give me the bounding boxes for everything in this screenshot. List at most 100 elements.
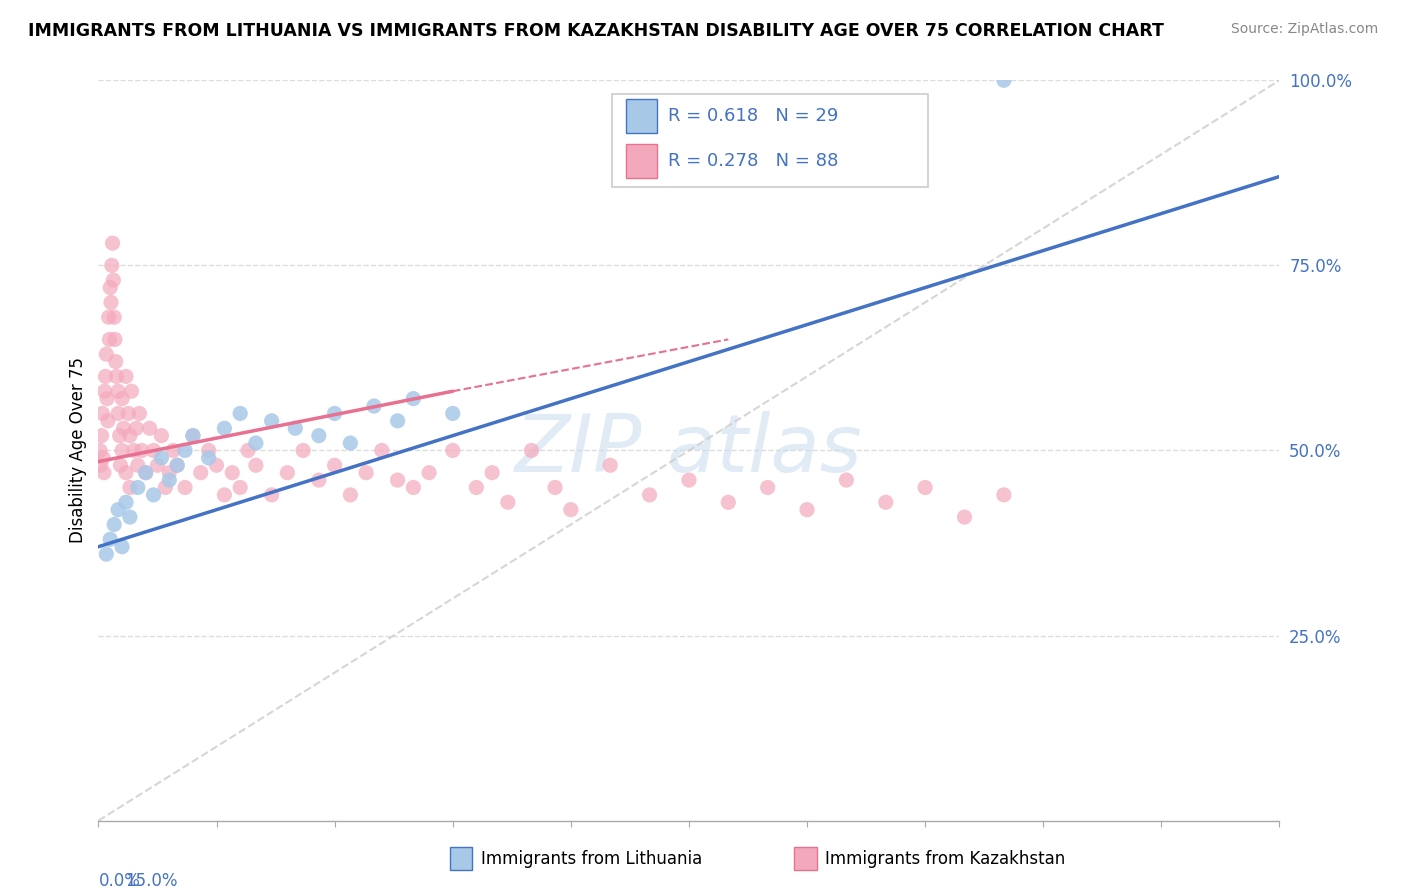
Point xyxy=(276,466,298,480)
Point xyxy=(122,443,145,458)
Point xyxy=(89,443,111,458)
Point xyxy=(717,495,740,509)
Point xyxy=(638,488,661,502)
Text: Source: ZipAtlas.com: Source: ZipAtlas.com xyxy=(1230,22,1378,37)
Point xyxy=(174,443,197,458)
Point xyxy=(101,236,124,251)
Point xyxy=(157,466,180,480)
Point xyxy=(796,502,818,516)
Point xyxy=(402,481,425,495)
Point xyxy=(111,540,134,554)
Point xyxy=(107,407,129,421)
Point xyxy=(98,533,121,547)
Point xyxy=(496,495,519,509)
Point xyxy=(91,407,114,421)
Point xyxy=(181,428,204,442)
Point xyxy=(371,443,394,458)
Point xyxy=(441,443,464,458)
Point xyxy=(100,295,122,310)
Point xyxy=(181,428,204,442)
Point xyxy=(103,310,125,325)
Point xyxy=(104,354,127,368)
Point xyxy=(260,414,283,428)
Point xyxy=(174,481,197,495)
Point xyxy=(91,450,114,465)
Point xyxy=(678,473,700,487)
Point xyxy=(993,73,1015,87)
Point xyxy=(599,458,621,473)
Point xyxy=(205,458,228,473)
Point xyxy=(131,443,153,458)
Point xyxy=(104,333,127,347)
Point xyxy=(308,473,330,487)
Point xyxy=(115,466,138,480)
Point xyxy=(214,421,236,435)
Point xyxy=(96,347,118,361)
Text: 0.0%: 0.0% xyxy=(98,872,141,890)
Point xyxy=(387,414,409,428)
Point xyxy=(363,399,385,413)
Point xyxy=(146,458,169,473)
Point xyxy=(118,428,141,442)
Point xyxy=(214,488,236,502)
Point xyxy=(101,259,124,273)
Point xyxy=(103,517,125,532)
Text: Immigrants from Kazakhstan: Immigrants from Kazakhstan xyxy=(825,850,1066,868)
Point xyxy=(835,473,858,487)
Point xyxy=(520,443,543,458)
Point xyxy=(544,481,567,495)
Point xyxy=(481,466,503,480)
Point xyxy=(157,473,180,487)
Point xyxy=(142,443,165,458)
Text: 15.0%: 15.0% xyxy=(125,872,177,890)
Point xyxy=(354,466,377,480)
Point xyxy=(323,458,346,473)
Point xyxy=(465,481,488,495)
Point xyxy=(97,310,120,325)
Point xyxy=(150,450,173,465)
Point xyxy=(98,333,121,347)
Point xyxy=(93,384,115,399)
Y-axis label: Disability Age Over 75: Disability Age Over 75 xyxy=(69,358,87,543)
Point xyxy=(138,421,160,435)
Point xyxy=(93,466,115,480)
Text: ZIP atlas: ZIP atlas xyxy=(515,411,863,490)
Point xyxy=(121,384,143,399)
Point xyxy=(110,458,132,473)
Text: R = 0.278   N = 88: R = 0.278 N = 88 xyxy=(668,152,838,169)
Point xyxy=(260,488,283,502)
Point xyxy=(308,428,330,442)
Point xyxy=(135,466,157,480)
Point xyxy=(339,488,361,502)
Text: Immigrants from Lithuania: Immigrants from Lithuania xyxy=(481,850,702,868)
Point xyxy=(229,481,252,495)
Point xyxy=(125,421,148,435)
Point xyxy=(190,466,212,480)
Point xyxy=(90,458,112,473)
Point xyxy=(162,443,184,458)
Point xyxy=(387,473,409,487)
Point xyxy=(914,481,936,495)
Point xyxy=(128,407,150,421)
Point xyxy=(166,458,188,473)
Point xyxy=(875,495,897,509)
Point xyxy=(560,502,582,516)
Point xyxy=(150,428,173,442)
Point xyxy=(229,407,252,421)
Point xyxy=(117,407,139,421)
Point xyxy=(756,481,779,495)
Point xyxy=(115,495,138,509)
Point xyxy=(108,428,131,442)
Point xyxy=(96,392,118,406)
Point xyxy=(111,392,134,406)
Point xyxy=(142,488,165,502)
Point xyxy=(402,392,425,406)
Point xyxy=(115,369,138,384)
Point xyxy=(245,436,267,450)
Point xyxy=(197,443,219,458)
Point xyxy=(135,466,157,480)
Point xyxy=(98,280,121,294)
Point xyxy=(118,481,141,495)
Point xyxy=(103,273,125,287)
Point xyxy=(993,488,1015,502)
